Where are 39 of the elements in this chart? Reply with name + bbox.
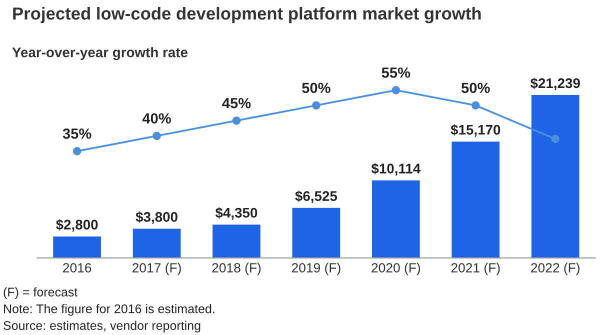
- bar: [452, 142, 500, 258]
- x-tick-label: 2018 (F): [212, 262, 261, 276]
- data-label: $10,114: [371, 163, 421, 176]
- data-label: $4,350: [215, 207, 258, 220]
- point: [551, 134, 560, 144]
- data-label: $3,800: [136, 211, 178, 224]
- point: [72, 146, 82, 156]
- x-tick-label: 2017 (F): [132, 262, 181, 276]
- bar: [372, 180, 420, 258]
- bar: [212, 224, 260, 258]
- x-tick-label: 2016: [63, 263, 92, 273]
- data-label: 50%: [461, 82, 490, 94]
- data-label: $15,170: [450, 124, 500, 137]
- data-label: $2,800: [56, 219, 98, 232]
- chart-subtitle: Year-over-year growth rate: [12, 47, 188, 60]
- x-tick-label: 2020 (F): [372, 262, 420, 276]
- text: (F) = forecast: [4, 287, 78, 299]
- x-tick-label: 2019 (F): [292, 262, 340, 276]
- data-label: $21,239: [530, 78, 580, 90]
- x-tick-label: 2022 (F): [531, 262, 580, 276]
- data-label: 40%: [142, 113, 171, 124]
- chart-title: Projected low-code development platform market growth: [13, 6, 481, 24]
- text: Note: The figure for 2016 is estimated.: [4, 304, 214, 316]
- point: [392, 86, 400, 94]
- bar: [292, 208, 340, 258]
- source-note: Source: estimates, vendor reporting: [4, 320, 200, 332]
- point: [232, 116, 241, 125]
- point: [471, 101, 480, 110]
- bar: [53, 236, 101, 258]
- data-label: $6,525: [295, 190, 338, 204]
- data-label: 35%: [62, 128, 92, 139]
- point: [152, 132, 161, 140]
- x-tick-label: 2021 (F): [451, 262, 500, 276]
- point: [312, 101, 320, 110]
- data-label: 45%: [222, 98, 251, 108]
- bar: [132, 228, 181, 258]
- data-label: 50%: [302, 82, 330, 94]
- data-label: 55%: [382, 67, 410, 78]
- bar: [531, 95, 580, 258]
